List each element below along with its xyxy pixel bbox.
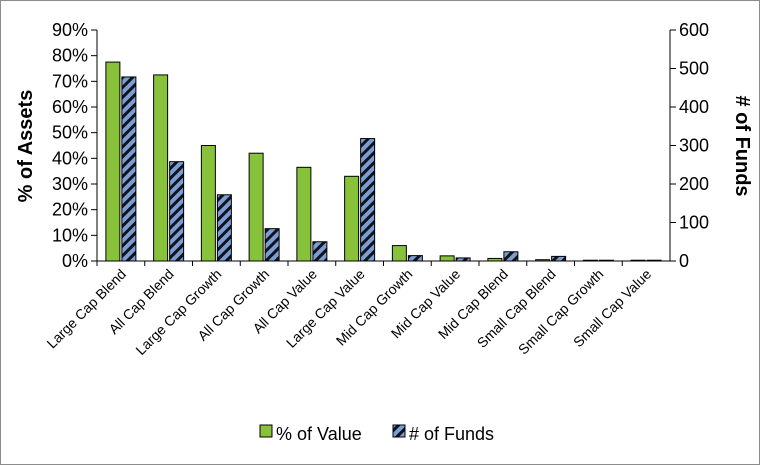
bar-value [200,145,216,262]
right-tick-label: 100 [679,213,709,233]
legend-label-value: % of Value [276,424,362,444]
bar-funds [312,241,328,262]
legend-label-funds: # of Funds [409,424,494,444]
right-tick-label: 300 [679,136,709,156]
bar-funds [503,251,519,262]
bar-value [248,152,264,262]
bar-funds [360,138,376,262]
right-tick-label: 600 [679,20,709,40]
left-tick-label: 80% [52,46,88,66]
category-label: Large Cap Blend [43,266,129,352]
left-tick-label: 10% [52,225,88,245]
bar-funds [121,76,137,262]
legend-swatch-value [259,424,273,438]
right-tick-label: 200 [679,174,709,194]
left-tick-label: 70% [52,71,88,91]
bar-value [296,166,312,262]
category-label: Large Cap Growth [132,266,224,358]
category-label: Small Cap Growth [515,266,607,358]
bar-value [439,255,455,262]
legend: % of Value # of Funds [259,424,494,444]
right-tick-label: 500 [679,59,709,79]
bar-value [391,245,407,262]
legend-swatch-funds [392,424,406,438]
left-tick-label: 50% [52,123,88,143]
left-tick-label: 30% [52,174,88,194]
left-axis-title: % of Assets [15,90,37,203]
bar-value [153,74,169,262]
bar-value [344,175,360,262]
bars [96,61,662,266]
bar-funds [169,161,185,262]
bar-value [105,61,121,262]
left-tick-label: 60% [52,97,88,117]
bar-funds [264,228,280,262]
bar-funds [407,255,423,262]
right-axis-title: # of Funds [731,95,753,196]
right-axis-ticks: 0 100 200 300 400 500 600 [670,20,709,271]
bar-funds [216,194,232,262]
left-tick-label: 40% [52,148,88,168]
right-tick-label: 0 [679,251,689,271]
bar-funds [551,255,567,262]
right-tick-label: 400 [679,97,709,117]
left-axis-ticks: 0% 10% 20% 30% 40% 50% 60% 70% 80% 90% [52,20,97,271]
left-tick-label: 20% [52,200,88,220]
left-tick-label: 90% [52,20,88,40]
left-tick-label: 0% [62,251,88,271]
